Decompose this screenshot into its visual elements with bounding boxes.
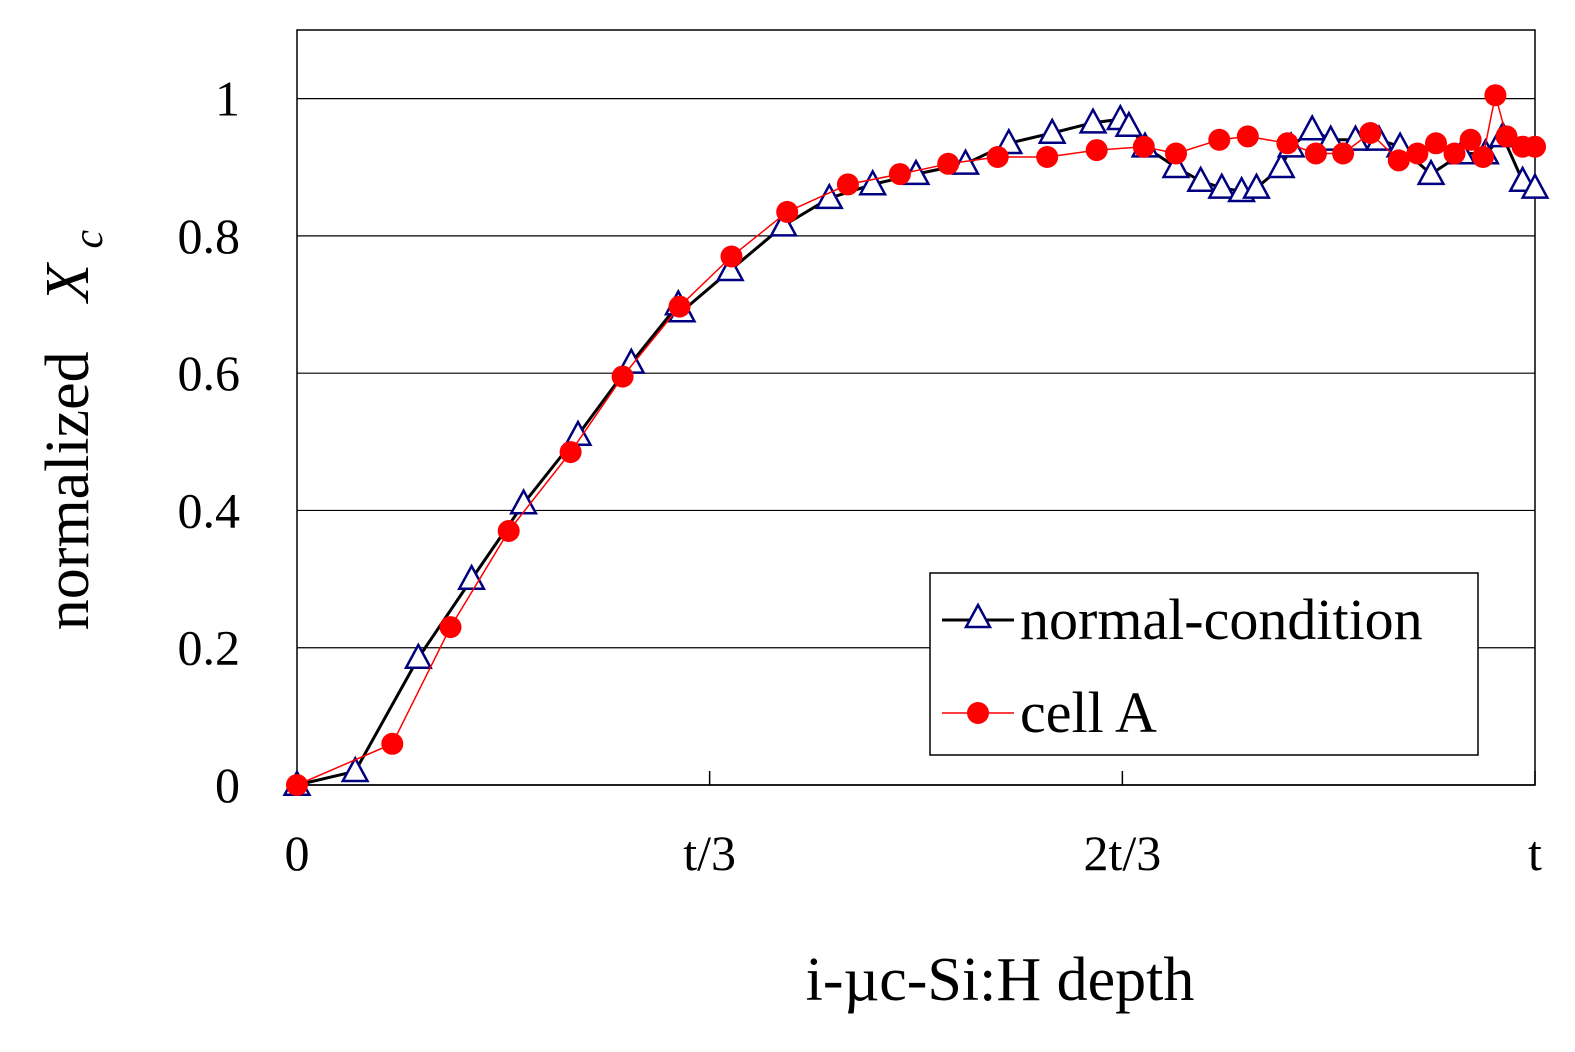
y-axis-title-text: normalized (34, 351, 102, 630)
data-point-cell-a-27 (1459, 128, 1482, 151)
series-layer (282, 84, 1550, 797)
y-axis-title-subscript: c (66, 229, 112, 248)
data-point-cell-a-16 (1165, 142, 1187, 165)
data-point-normal-condition-38 (1520, 172, 1550, 199)
y-tick-label-3: 0.6 (178, 345, 241, 401)
data-point-cell-a-11 (937, 152, 960, 175)
data-point-cell-a-26 (1443, 142, 1466, 165)
svg-text:normalized X c: normalized X c (34, 229, 112, 630)
data-point-cell-a-32 (1524, 135, 1546, 158)
data-point-cell-a-23 (1387, 149, 1410, 172)
x-tick-label-3: t (1528, 825, 1542, 881)
legend-label-cell-a: cell A (1020, 680, 1157, 745)
data-point-cell-a-22 (1359, 122, 1382, 144)
data-point-cell-a-12 (986, 146, 1009, 168)
data-point-cell-a-29 (1484, 84, 1507, 107)
y-tick-label-4: 0.8 (178, 208, 241, 264)
legend-label-normal-condition: normal-condition (1020, 587, 1423, 652)
data-point-cell-a-24 (1406, 142, 1429, 165)
data-point-normal-condition-10 (769, 209, 799, 237)
data-point-cell-a-15 (1132, 135, 1155, 158)
data-point-cell-a-30 (1495, 125, 1518, 148)
data-point-normal-condition-4 (509, 487, 538, 515)
legend-marker-normal-condition (963, 602, 993, 629)
data-point-normal-condition-23 (1207, 172, 1237, 199)
data-point-cell-a-8 (776, 200, 799, 223)
data-point-cell-a-2 (439, 616, 462, 639)
series-cell-a (286, 84, 1546, 796)
data-point-cell-a-14 (1085, 139, 1108, 162)
data-point-cell-a-28 (1472, 146, 1494, 168)
data-point-normal-condition-11 (814, 182, 844, 210)
data-point-normal-condition-1 (340, 755, 370, 783)
data-point-normal-condition-12 (858, 168, 888, 196)
x-tick-label-1: t/3 (683, 825, 736, 881)
x-axis-title: i-µc-Si:H depth (806, 946, 1195, 1014)
y-tick-label-2: 0.4 (178, 482, 241, 538)
data-point-cell-a-18 (1236, 125, 1259, 148)
legend-marker-cell-a (967, 702, 989, 724)
legend-box (929, 572, 1479, 756)
x-tick-labels: 0 t/3 2t/3 t (285, 825, 1543, 881)
data-point-cell-a-4 (559, 441, 582, 464)
data-point-normal-condition-25 (1241, 172, 1271, 199)
data-point-cell-a-25 (1425, 132, 1447, 155)
legend: normal-condition cell A (929, 572, 1479, 756)
data-point-normal-condition-2 (403, 642, 433, 670)
data-point-cell-a-19 (1276, 132, 1299, 155)
data-point-cell-a-1 (381, 732, 404, 755)
data-point-normal-condition-28 (1297, 113, 1327, 141)
data-point-normal-condition-9 (715, 254, 745, 282)
data-point-cell-a-17 (1208, 128, 1231, 151)
y-tick-label-5: 1 (215, 71, 240, 127)
data-point-normal-condition-16 (1037, 117, 1067, 144)
data-point-cell-a-5 (611, 365, 634, 388)
data-point-normal-condition-21 (1161, 151, 1191, 179)
data-point-normal-condition-33 (1416, 158, 1446, 186)
data-point-cell-a-6 (668, 295, 691, 318)
x-tick-label-2: 2t/3 (1083, 825, 1161, 881)
data-point-normal-condition-22 (1186, 165, 1216, 193)
data-point-cell-a-7 (720, 245, 743, 268)
data-point-cell-a-21 (1332, 142, 1355, 165)
plot-area-frame (296, 29, 1536, 786)
data-point-normal-condition-26 (1266, 151, 1296, 179)
y-tick-label-0: 0 (215, 757, 240, 813)
y-axis-title: normalized X c (34, 229, 112, 630)
data-point-cell-a-3 (497, 520, 520, 542)
data-point-cell-a-20 (1304, 142, 1327, 165)
data-point-cell-a-0 (286, 774, 308, 796)
data-point-cell-a-10 (888, 163, 911, 186)
data-point-normal-condition-29 (1316, 124, 1346, 151)
y-tick-labels: 0 0.2 0.4 0.6 0.8 1 (178, 71, 241, 813)
y-tick-label-1: 0.2 (178, 620, 241, 676)
y-axis-title-symbol: X (34, 262, 102, 305)
x-tick-label-0: 0 (285, 825, 310, 881)
data-point-cell-a-13 (1036, 146, 1059, 168)
data-point-normal-condition-19 (1114, 110, 1144, 138)
data-point-cell-a-9 (836, 173, 859, 196)
data-point-normal-condition-17 (1078, 107, 1108, 134)
